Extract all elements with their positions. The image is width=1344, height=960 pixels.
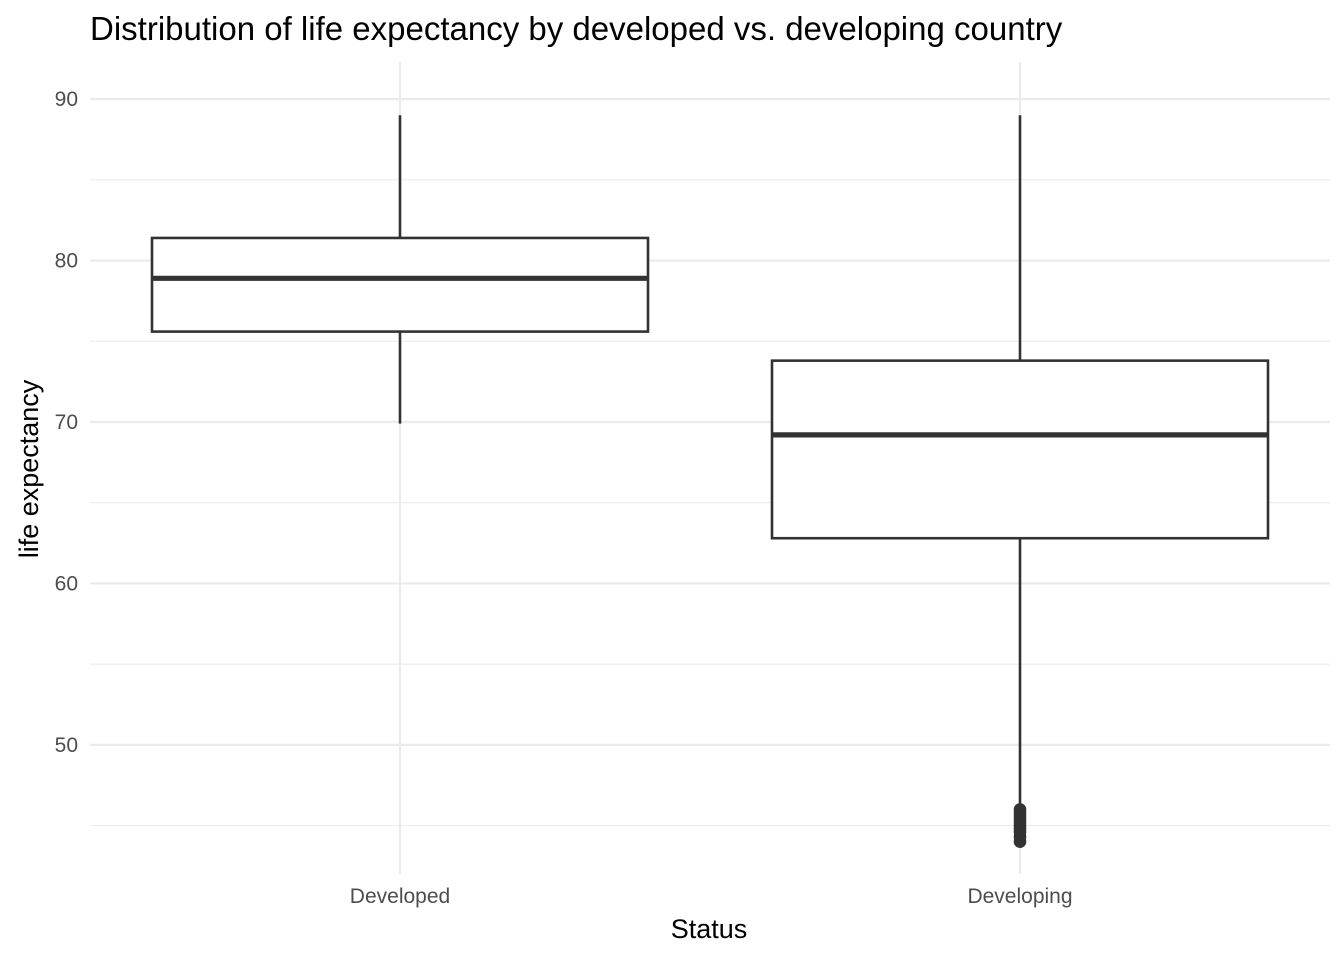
chart-title: Distribution of life expectancy by devel… [90,10,1063,47]
y-axis-tick-labels: 50 60 70 80 90 [55,88,78,757]
box-developing [770,115,1270,849]
box-developed [150,115,650,424]
boxes [150,115,1270,849]
x-tick-label: Developing [967,885,1072,908]
outlier-point [1013,803,1027,816]
x-axis-tick-labels: Developed Developing [350,885,1073,908]
x-tick-label: Developed [350,885,450,908]
x-axis-title: Status [671,914,748,944]
y-tick-label: 90 [55,88,78,111]
y-tick-label: 80 [55,250,78,273]
iqr-box [770,359,1270,540]
y-axis-title: life expectancy [14,379,44,558]
y-tick-label: 50 [55,734,78,757]
y-tick-label: 60 [55,572,78,595]
iqr-box [150,236,650,333]
y-tick-label: 70 [55,411,78,434]
